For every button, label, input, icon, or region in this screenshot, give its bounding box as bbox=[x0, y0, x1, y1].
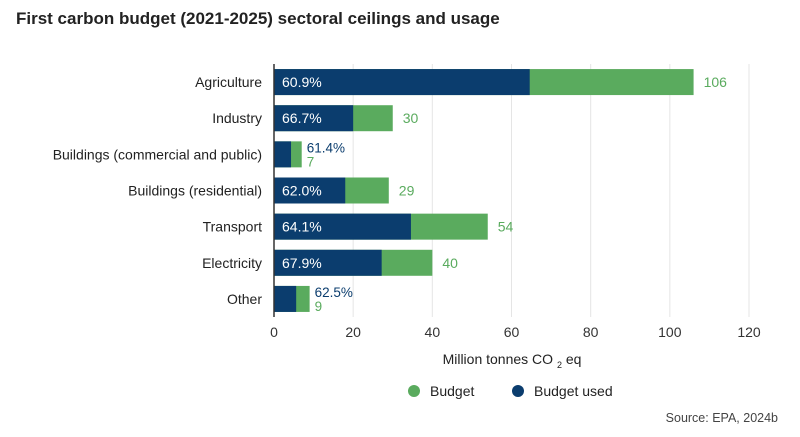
category-label: Electricity bbox=[202, 255, 262, 271]
x-tick-label: 60 bbox=[504, 324, 520, 340]
category-label: Transport bbox=[203, 219, 263, 235]
budget-value-label: 29 bbox=[399, 183, 415, 199]
x-tick-label: 40 bbox=[425, 324, 441, 340]
usage-percent-label: 64.1% bbox=[282, 219, 322, 235]
budget-value-label: 9 bbox=[315, 299, 323, 314]
category-label: Buildings (commercial and public) bbox=[53, 146, 262, 162]
x-tick-label: 20 bbox=[345, 324, 361, 340]
legend-label: Budget used bbox=[534, 383, 613, 399]
budget-value-label: 106 bbox=[704, 74, 728, 90]
budget-value-label: 54 bbox=[498, 219, 514, 235]
budget-used-bar bbox=[274, 285, 297, 312]
usage-percent-label: 66.7% bbox=[282, 110, 322, 126]
budget-value-label: 7 bbox=[307, 154, 315, 169]
category-label: Buildings (residential) bbox=[128, 183, 262, 199]
legend-marker bbox=[512, 385, 524, 397]
usage-percent-label: 62.5% bbox=[315, 285, 353, 300]
budget-used-bar bbox=[274, 177, 346, 204]
x-tick-label: 120 bbox=[737, 324, 761, 340]
legend-label: Budget bbox=[430, 383, 474, 399]
source-note: Source: EPA, 2024b bbox=[665, 411, 778, 425]
x-tick-label: 100 bbox=[658, 324, 682, 340]
budget-value-label: 30 bbox=[403, 110, 419, 126]
budget-value-label: 40 bbox=[442, 255, 458, 271]
x-axis-title: Million tonnes CO 2 eq bbox=[443, 351, 582, 370]
x-tick-label: 0 bbox=[270, 324, 278, 340]
category-label: Other bbox=[227, 291, 262, 307]
category-label: Agriculture bbox=[195, 74, 262, 90]
chart-title: First carbon budget (2021-2025) sectoral… bbox=[16, 9, 500, 28]
x-tick-label: 80 bbox=[583, 324, 599, 340]
budget-used-bar bbox=[274, 105, 354, 132]
usage-percent-label: 67.9% bbox=[282, 255, 322, 271]
budget-used-bar bbox=[274, 213, 411, 240]
usage-percent-label: 61.4% bbox=[307, 140, 345, 155]
budget-used-bar bbox=[274, 69, 530, 96]
usage-percent-label: 62.0% bbox=[282, 183, 322, 199]
category-label: Industry bbox=[212, 110, 262, 126]
usage-percent-label: 60.9% bbox=[282, 74, 322, 90]
legend-marker bbox=[408, 385, 420, 397]
budget-used-bar bbox=[274, 141, 292, 168]
budget-used-bar bbox=[274, 249, 382, 276]
